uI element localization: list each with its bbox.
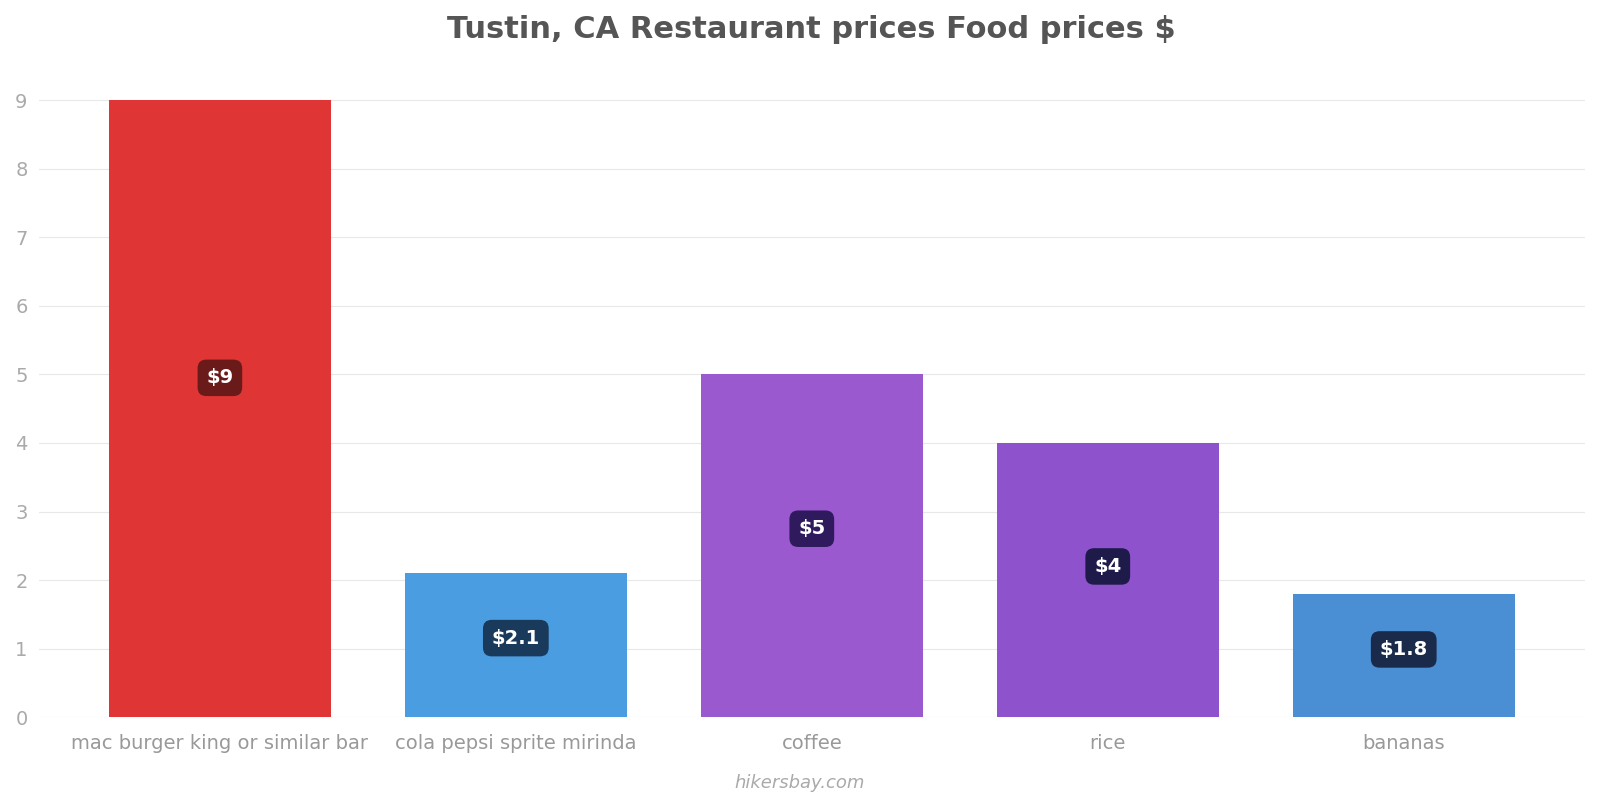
Text: $5: $5 <box>798 519 826 538</box>
Text: $2.1: $2.1 <box>491 629 539 648</box>
Text: $1.8: $1.8 <box>1379 640 1427 659</box>
Title: Tustin, CA Restaurant prices Food prices $: Tustin, CA Restaurant prices Food prices… <box>448 15 1176 44</box>
Bar <box>997 443 1219 718</box>
Bar <box>109 100 331 718</box>
Text: $4: $4 <box>1094 557 1122 576</box>
Bar <box>405 574 627 718</box>
Bar <box>1293 594 1515 718</box>
Bar <box>701 374 923 718</box>
Text: $9: $9 <box>206 368 234 387</box>
Text: hikersbay.com: hikersbay.com <box>734 774 866 792</box>
